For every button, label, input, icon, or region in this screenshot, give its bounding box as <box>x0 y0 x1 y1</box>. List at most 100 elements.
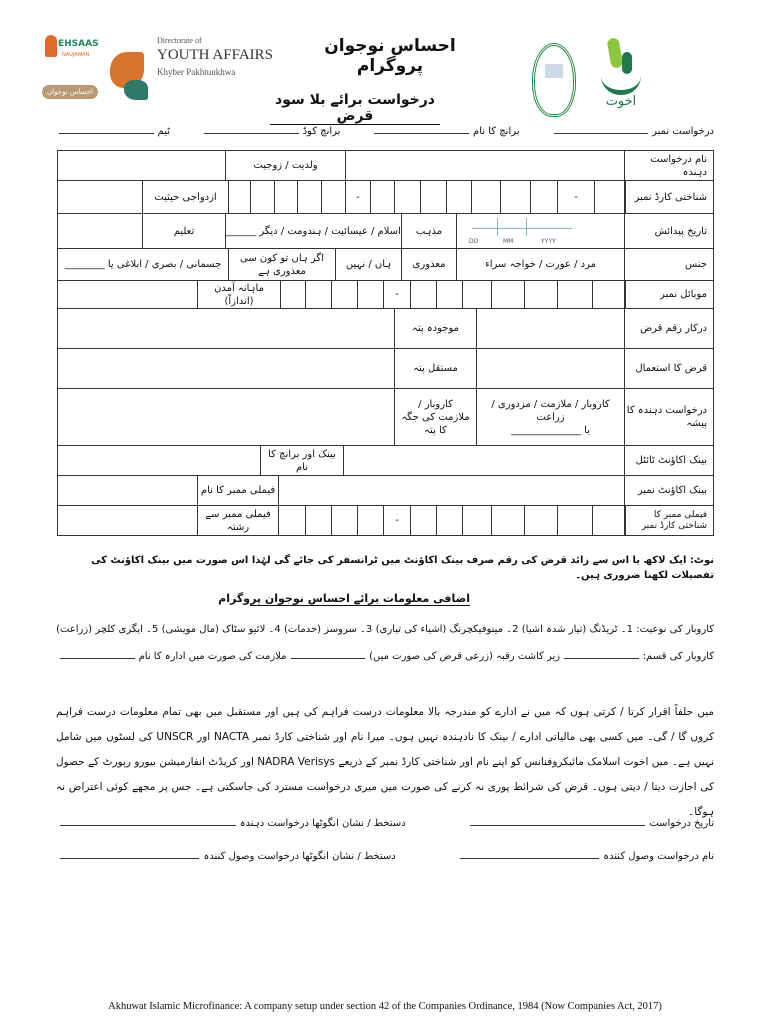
digit-box[interactable] <box>557 505 593 536</box>
business-type-option-manufacturing[interactable]: 2۔ مینوفیکچرنگ (اشیاء کی تیاری) <box>375 624 519 635</box>
application-no-field[interactable] <box>553 133 649 134</box>
loan-amount-field[interactable] <box>476 308 625 349</box>
business-type-label: کاروبار کی نوعیت: <box>636 624 714 635</box>
youth-affairs-text: YOUTH AFFAIRS <box>157 47 273 63</box>
digit-box[interactable] <box>462 505 492 536</box>
digit-box[interactable] <box>278 505 306 536</box>
applicant-signature-field[interactable] <box>59 825 236 826</box>
permanent-address-field[interactable] <box>57 348 395 389</box>
digit-box[interactable] <box>331 505 358 536</box>
bank-branch-field[interactable] <box>57 445 261 476</box>
account-title-label: بینک اکاؤنٹ ٹائٹل <box>624 445 714 476</box>
digit-box[interactable] <box>557 280 593 309</box>
applicant-name-label: نام درخواست دہندہ <box>624 150 714 181</box>
application-no-label: درخواست نمبر <box>652 126 714 137</box>
digit-box[interactable] <box>436 505 463 536</box>
digit-box[interactable] <box>491 505 525 536</box>
declaration-text: میں حلفاً اقرار کرتا / کرتی ہوں کہ میں ن… <box>56 706 714 818</box>
ehsaas-logo-sub: NAUJAWAN <box>62 52 90 58</box>
digit-box[interactable] <box>274 180 298 214</box>
receiver-name-field[interactable] <box>459 858 600 859</box>
current-address-field[interactable] <box>57 308 395 349</box>
business-kind-field[interactable] <box>564 658 639 659</box>
branch-name-field[interactable] <box>374 133 470 134</box>
family-member-name-field[interactable] <box>57 475 198 506</box>
digit-box[interactable] <box>321 180 346 214</box>
digit-box[interactable] <box>524 505 558 536</box>
directorate-of-text: Directorate of <box>157 36 202 45</box>
akhuwat-logo-text: اخوت <box>605 94 637 109</box>
profession-label: درخواست دہندہ کا پیشہ <box>624 388 714 446</box>
receiver-signature-label: دستخط / نشان انگوٹھا درخواست وصول کنندہ <box>203 851 396 862</box>
business-type-option-livestock[interactable]: 4۔ لائیو سٹاک (مال مویشی) <box>161 624 281 635</box>
family-relation-field[interactable] <box>57 505 198 536</box>
digit-box[interactable] <box>436 280 463 309</box>
account-no-label: بینک اکاؤنٹ نمبر <box>624 475 714 506</box>
digit-box[interactable] <box>410 280 437 309</box>
religion-options[interactable]: اسلام / عیسائیت / ہندومت / دیگر ______ <box>225 213 402 249</box>
father-spouse-field[interactable] <box>57 150 226 181</box>
digit-box[interactable] <box>592 280 626 309</box>
digit-box[interactable] <box>491 280 525 309</box>
dash-separator: - <box>383 280 411 309</box>
digit-box[interactable] <box>305 505 332 536</box>
team-label: ٹیم <box>157 126 171 137</box>
profession-options[interactable]: کاروبار / ملازمت / مزدوری / زراعت یا ___… <box>476 388 625 446</box>
digit-box[interactable] <box>446 180 472 214</box>
work-address-field[interactable] <box>57 388 395 446</box>
digit-box[interactable] <box>530 180 558 214</box>
disability-yes-no[interactable]: ہاں / نہیں <box>335 248 402 281</box>
akhuwat-logo: اخوت <box>597 37 647 118</box>
digit-box[interactable] <box>592 505 626 536</box>
digit-box[interactable] <box>462 280 492 309</box>
ehsaas-figure-icon <box>45 35 57 57</box>
digit-box[interactable] <box>500 180 531 214</box>
digit-box[interactable] <box>228 180 251 214</box>
digit-box[interactable] <box>250 180 275 214</box>
digit-box[interactable] <box>471 180 501 214</box>
land-area-field[interactable] <box>290 658 366 659</box>
digit-box[interactable] <box>394 180 421 214</box>
receiver-name-label: نام درخواست وصول کنندہ <box>603 851 714 862</box>
digit-box[interactable] <box>524 280 558 309</box>
digit-box[interactable] <box>297 180 322 214</box>
profession-other[interactable]: یا ______________ <box>511 424 591 436</box>
digit-box[interactable] <box>370 180 395 214</box>
marital-status-field[interactable] <box>57 180 143 214</box>
education-label: تعلیم <box>142 213 226 249</box>
digit-box[interactable] <box>357 280 384 309</box>
digit-box[interactable] <box>280 280 306 309</box>
account-no-field[interactable] <box>278 475 625 506</box>
yyyy-hint: YYYY <box>541 238 556 245</box>
applicant-name-field[interactable] <box>345 150 625 181</box>
application-date-field[interactable] <box>469 825 646 826</box>
education-field[interactable] <box>57 213 143 249</box>
institution-label: ملازمت کی صورت میں ادارہ کا نام <box>138 651 287 662</box>
business-type-option-trading[interactable]: 1۔ ٹریڈنگ (تیار شدہ اشیا) <box>521 624 633 635</box>
digit-box[interactable] <box>357 505 384 536</box>
business-type-option-agriculture[interactable]: 5۔ ایگری کلچر (زراعت) <box>56 624 159 635</box>
account-title-field[interactable] <box>343 445 625 476</box>
business-type-option-services[interactable]: 3۔ سروسز (خدمات) <box>284 624 373 635</box>
dob-field[interactable]: DD MM YYYY <box>456 213 625 249</box>
gender-label: جنس <box>624 248 714 281</box>
receiver-signature-field[interactable] <box>60 858 200 859</box>
digit-box[interactable] <box>420 180 447 214</box>
institution-field[interactable] <box>60 658 135 659</box>
marital-status-label: ازدواجی حیثیت <box>142 180 229 214</box>
loan-use-field[interactable] <box>476 348 625 389</box>
kp-text: Khyber Pakhtunkhwa <box>157 67 236 77</box>
gender-options[interactable]: مرد / عورت / خواجہ سراء <box>456 248 625 281</box>
family-member-name-label: فیملی ممبر کا نام <box>197 475 279 506</box>
digit-box[interactable] <box>594 180 626 214</box>
digit-box[interactable] <box>410 505 437 536</box>
monthly-income-field[interactable] <box>57 280 198 309</box>
digit-box[interactable] <box>305 280 332 309</box>
digit-box[interactable] <box>331 280 358 309</box>
team-field[interactable] <box>58 133 154 134</box>
family-relation-label: فیملی ممبر سے رشتہ <box>197 505 279 536</box>
disability-types[interactable]: جسمانی / بصری / ابلاغی یا ________ <box>57 248 229 281</box>
branch-code-field[interactable] <box>204 133 299 134</box>
business-kind-row: کاروبار کی قسم: زیر کاشت رقبہ (زرعی قرض … <box>56 651 714 662</box>
form-title: درخواست برائے بلا سود قرض <box>270 92 440 125</box>
